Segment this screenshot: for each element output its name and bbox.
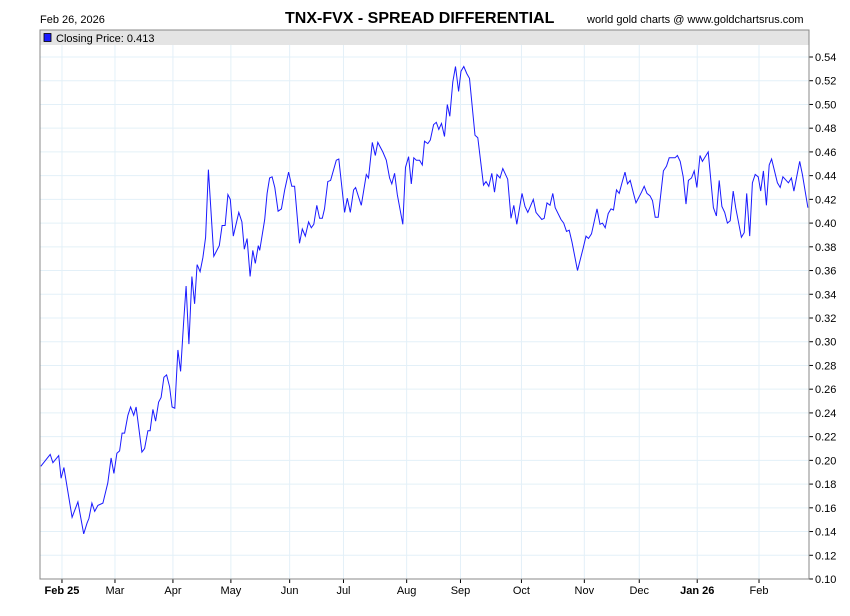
y-tick-label: 0.16: [815, 503, 836, 515]
y-tick-label: 0.12: [815, 550, 836, 562]
y-tick-label: 0.24: [815, 408, 836, 420]
series-group: [40, 65, 809, 535]
x-tick-label: Feb: [750, 585, 769, 597]
y-tick-label: 0.20: [815, 455, 836, 467]
y-tick-label: 0.30: [815, 337, 836, 349]
x-axis: Feb 25 Mar Apr May Jun Jul Aug Sep Oct Nov Dec Jan …: [45, 579, 769, 597]
x-tick-label: Jun: [281, 585, 299, 597]
x-tick-label: Apr: [164, 585, 181, 597]
x-tick-label: Jan 26: [680, 585, 714, 597]
y-axis: 0.10 0.12 0.14 0.16 0.18 0.20 0.22 0.24 0.26 0.28…: [809, 52, 836, 586]
y-tick-label: 0.14: [815, 527, 836, 539]
y-tick-label: 0.42: [815, 194, 836, 206]
plot-frame: [39, 29, 810, 580]
y-tick-label: 0.28: [815, 360, 836, 372]
grid: [40, 45, 809, 580]
y-tick-label: 0.32: [815, 313, 836, 325]
y-tick-label: 0.18: [815, 479, 836, 491]
y-tick-label: 0.34: [815, 289, 836, 301]
legend-label: Closing Price: 0.413: [56, 33, 154, 45]
x-tick-label: May: [220, 585, 241, 597]
x-tick-label: Feb 25: [45, 585, 80, 597]
x-tick-label: Oct: [513, 585, 530, 597]
legend-band: [40, 30, 809, 45]
x-tick-label: Jul: [336, 585, 350, 597]
chart-credit: world gold charts @ www.goldchartsrus.co…: [587, 14, 804, 26]
y-tick-label: 0.40: [815, 218, 836, 230]
x-tick-label: Sep: [451, 585, 471, 597]
y-tick-label: 0.46: [815, 147, 836, 159]
chart-title: TNX-FVX - SPREAD DIFFERENTIAL: [285, 10, 555, 27]
legend-swatch: [43, 33, 52, 42]
y-tick-label: 0.50: [815, 99, 836, 111]
x-tick-label: Mar: [106, 585, 125, 597]
y-tick-label: 0.10: [815, 574, 836, 586]
x-tick-label: Dec: [629, 585, 649, 597]
chart-date: Feb 26, 2026: [40, 14, 105, 26]
y-tick-label: 0.52: [815, 76, 836, 88]
y-tick-label: 0.26: [815, 384, 836, 396]
y-tick-label: 0.38: [815, 242, 836, 254]
y-tick-label: 0.54: [815, 52, 836, 64]
closing-price-line: [40, 65, 809, 535]
y-tick-label: 0.48: [815, 123, 836, 135]
y-tick-label: 0.44: [815, 171, 836, 183]
x-tick-label: Aug: [397, 585, 417, 597]
y-tick-label: 0.22: [815, 432, 836, 444]
y-tick-label: 0.36: [815, 266, 836, 278]
plot-area: [40, 45, 809, 579]
x-tick-label: Nov: [575, 585, 595, 597]
